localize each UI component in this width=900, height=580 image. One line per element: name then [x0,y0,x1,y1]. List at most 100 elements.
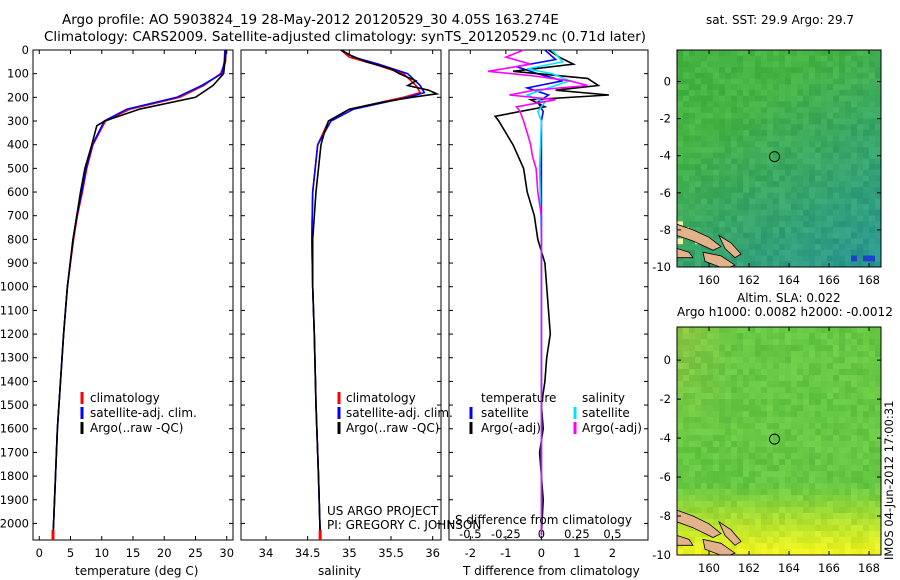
map-cell [827,387,834,394]
map-cell [821,67,828,74]
map-cell [677,181,684,188]
map-cell [839,255,846,262]
map-cell [683,158,690,165]
map-cell [791,261,798,267]
map-cell [713,459,720,466]
map-cell [707,387,714,394]
map-cell [809,101,816,108]
map-cell [737,244,744,251]
map-cell [875,67,881,74]
map-cell [701,507,708,514]
map-cell [809,483,816,490]
map-cell [737,84,744,91]
map-cell [743,543,750,550]
map-cell [833,89,840,97]
map-cell [725,221,732,228]
map-cell [713,483,720,490]
map-cell [833,147,840,154]
map-cell [737,519,744,526]
map-cell [827,339,834,346]
map-cell [773,399,780,406]
map-y-tick-label: -4 [660,149,671,163]
map-cell [701,61,708,68]
map-cell [767,67,774,74]
map-cell [851,435,858,442]
map-cell [869,435,876,442]
map-cell [791,221,798,228]
map-cell [743,209,750,217]
map-cell [773,215,780,222]
map-cell [791,351,798,358]
map-cell [755,441,762,448]
map-cell [809,435,816,442]
map-cell [749,101,756,108]
map-cell [791,357,798,364]
map-cell [689,399,696,406]
map-cell [815,447,822,454]
map-cell [761,107,768,114]
map-cell [713,61,720,68]
map-cell [827,50,834,57]
map-cell [683,95,690,102]
map-cell [677,369,684,376]
map-cell [707,513,714,520]
map-cell [851,399,858,406]
map-cell [767,107,774,114]
map-cell [803,112,810,120]
map-cell [869,158,876,165]
map-cell [725,357,732,364]
map-cell [815,363,822,370]
map-cell [725,192,732,200]
map-cell [851,238,858,245]
map-cell [677,405,684,412]
map-cell [677,164,684,171]
map-cell [845,507,852,514]
map-cell [833,459,840,466]
map-cell [857,107,864,114]
map-cell [767,429,774,436]
map-cell [797,459,804,466]
map-cell [695,95,702,102]
map-cell [695,112,702,120]
map-cell [803,244,810,251]
map-cell [839,95,846,102]
map-cell [713,411,720,418]
map-cell [779,369,786,376]
map-cell [809,238,816,245]
map-cell [785,78,792,85]
map-cell [737,227,744,234]
map-cell [719,135,726,142]
map-cell [749,135,756,142]
map-cell [803,387,810,394]
map-cell [833,67,840,74]
map-cell [839,107,846,114]
map-cell [743,61,750,68]
map-cell [749,118,756,125]
temperature-legend: climatology satellite-adj. clim. Argo(..… [80,391,197,435]
map-x-tick-label: 160 [698,561,720,575]
map-cell [827,375,834,382]
map-cell [707,147,714,154]
map-cell [677,423,684,430]
map-cell [863,381,870,388]
map-cell [725,249,732,257]
map-cell [755,215,762,222]
map-cell [845,441,852,448]
map-cell [827,72,834,80]
map-cell [743,78,750,85]
map-cell [677,351,684,358]
map-cell [851,215,858,222]
map-cell [797,435,804,442]
map-cell [833,519,840,526]
map-cell [857,204,864,211]
map-cell [815,135,822,142]
map-cell [683,525,690,532]
map-cell [725,393,732,400]
map-cell [779,345,786,352]
map-cell [701,55,708,63]
map-cell [713,441,720,448]
map-cell [815,477,822,484]
depth-tick-label: 500 [7,161,29,175]
map-cell [839,513,846,520]
map-cell [815,209,822,217]
